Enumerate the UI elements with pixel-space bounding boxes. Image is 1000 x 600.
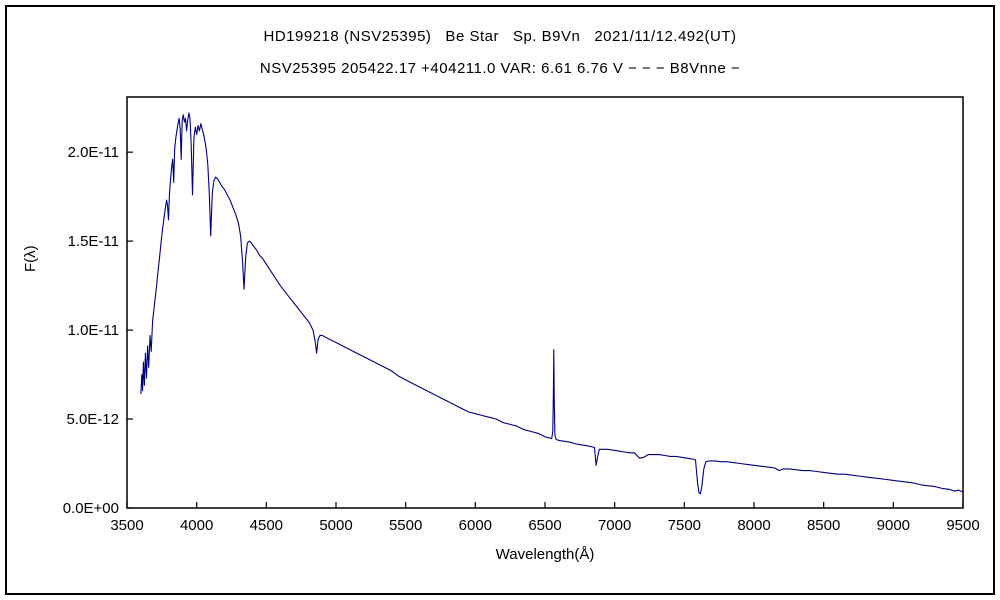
x-tick-label: 7500 <box>668 517 701 534</box>
x-tick-label: 8500 <box>807 517 840 534</box>
y-tick-label: 5.0E-12 <box>66 411 119 428</box>
x-tick-label: 4500 <box>250 517 283 534</box>
chart-title-line1: HD199218 (NSV25395) Be Star Sp. B9Vn 202… <box>263 28 737 45</box>
x-tick-label: 9500 <box>946 517 979 534</box>
x-tick-label: 5000 <box>319 517 352 534</box>
outer-frame <box>5 5 995 595</box>
x-tick-label: 3500 <box>110 517 143 534</box>
x-tick-label: 4000 <box>180 517 213 534</box>
x-tick-label: 8000 <box>737 517 770 534</box>
spectrum-line <box>140 112 964 495</box>
x-tick-label: 6000 <box>459 517 492 534</box>
x-tick-label: 5500 <box>389 517 422 534</box>
x-tick-label: 7000 <box>598 517 631 534</box>
x-tick-label: 6500 <box>528 517 561 534</box>
x-axis-label: Wavelength(Å) <box>495 546 595 563</box>
plot-border <box>126 96 964 509</box>
y-tick-label: 1.0E-11 <box>68 322 119 339</box>
y-tick-label: 1.5E-11 <box>68 233 119 250</box>
y-tick-label: 2.0E-11 <box>68 144 119 161</box>
chart-title-line2: NSV25395 205422.17 +404211.0 VAR: 6.61 6… <box>259 60 741 77</box>
y-tick-label: 0.0E+00 <box>63 500 119 517</box>
x-tick-label: 9000 <box>877 517 910 534</box>
